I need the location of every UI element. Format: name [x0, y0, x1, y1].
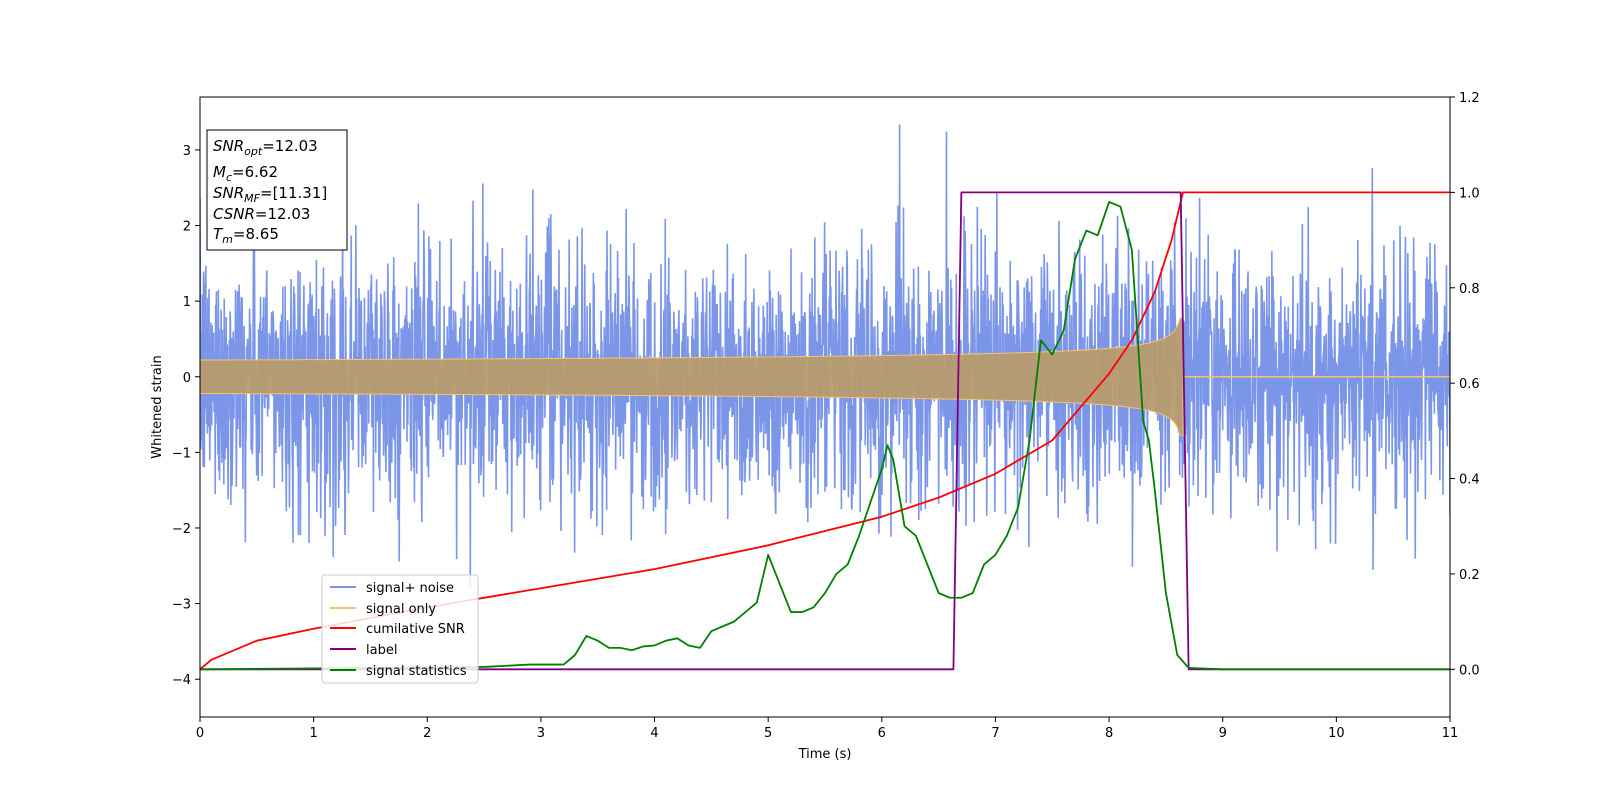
y-tick-label: 1: [183, 295, 191, 310]
y2-tick-label: 0.6: [1459, 377, 1480, 392]
x-tick-label: 4: [650, 726, 658, 741]
legend-label-signal-only: signal only: [366, 602, 436, 617]
y-tick-label: 2: [183, 220, 191, 235]
info-snr-opt: SNRopt=12.03: [213, 137, 318, 158]
x-tick-label: 2: [423, 726, 431, 741]
x-tick-label: 6: [878, 726, 886, 741]
series-cumulative-snr: [200, 191, 1450, 670]
info-box: SNRopt=12.03 Mc=6.62 SNRMF=[11.31] CSNR=…: [206, 129, 348, 251]
info-tm: Tm=8.65: [213, 225, 279, 246]
legend-label-signal-statistics: signal statistics: [366, 664, 467, 679]
y2-tick-label: 0.0: [1459, 663, 1480, 678]
info-snr-mf: SNRMF=[11.31]: [213, 184, 327, 205]
legend: signal+ noise signal only cumilative SNR…: [321, 574, 479, 684]
plot-frame: [199, 96, 1451, 718]
y2-tick-label: 0.2: [1459, 568, 1480, 583]
y-tick-label: −2: [172, 522, 191, 537]
x-tick-label: 11: [1442, 726, 1459, 741]
x-tick-label: 8: [1105, 726, 1113, 741]
x-tick-label: 3: [537, 726, 545, 741]
legend-label-label: label: [366, 643, 397, 658]
y-tick-label: −3: [172, 598, 191, 613]
x-tick-label: 5: [764, 726, 772, 741]
legend-label-signal-noise: signal+ noise: [366, 581, 454, 596]
x-tick-label: 1: [309, 726, 317, 741]
series-signal-statistics: [200, 201, 1450, 671]
y-tick-label: −1: [172, 446, 191, 461]
y2-tick-label: 0.4: [1459, 473, 1480, 488]
series-signal-only: [200, 317, 1184, 437]
y2-tick-label: 1.2: [1459, 91, 1480, 106]
x-tick-label: 9: [1219, 726, 1227, 741]
y-tick-label: −4: [172, 673, 191, 688]
x-tick-label: 7: [991, 726, 999, 741]
y-axis-label: Whitened strain: [150, 355, 165, 458]
info-mc: Mc=6.62: [213, 163, 278, 184]
x-tick-label: 10: [1328, 726, 1345, 741]
y-tick-label: 3: [183, 144, 191, 159]
info-csnr: CSNR=12.03: [213, 205, 310, 223]
y2-tick-label: 0.8: [1459, 282, 1480, 297]
x-tick-label: 0: [196, 726, 204, 741]
x-axis-label: Time (s): [798, 747, 852, 762]
y2-tick-label: 1.0: [1459, 186, 1480, 201]
y-tick-label: 0: [183, 371, 191, 386]
legend-label-cumulative-snr: cumilative SNR: [366, 622, 465, 637]
